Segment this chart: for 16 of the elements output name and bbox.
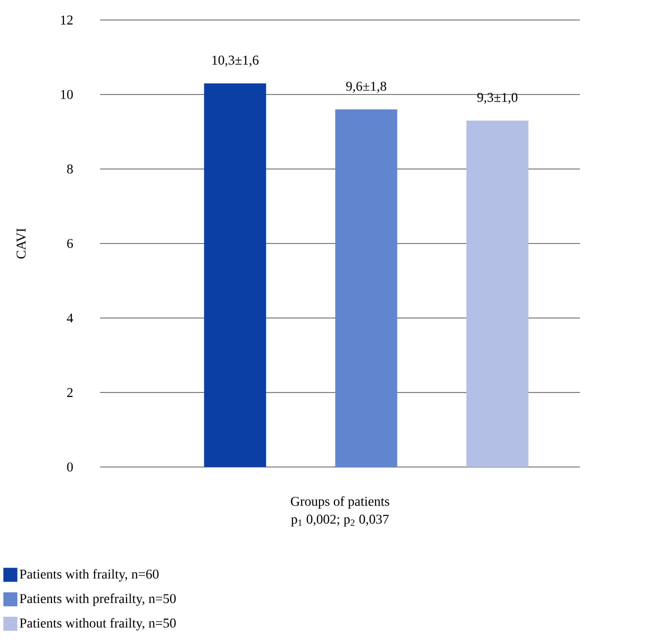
y-tick-label: 4 <box>66 314 74 322</box>
y-axis-title: CAVI <box>16 228 26 259</box>
legend-label: Patients without frailty, n=50 <box>20 618 176 630</box>
y-tick-label: 0 <box>67 462 73 472</box>
y-tick-label: 6 <box>67 238 73 248</box>
data-label: 9,6±1,8 <box>346 82 386 93</box>
text: p$_{1}$ 0,002; p$_{2}$ 0,037 <box>291 514 389 526</box>
y-tick-label: 10 <box>61 90 73 100</box>
legend-label: Patients with frailty, n=60 <box>20 569 159 582</box>
data-label: 10,3±1,6 <box>212 56 259 67</box>
y-tick-label: 2 <box>67 388 73 397</box>
data-label: 9,3±1,0 <box>477 92 518 104</box>
y-tick-label: 8 <box>67 164 73 174</box>
legend-label: Patients with prefrailty, n=50 <box>20 594 176 606</box>
y-tick-label: 12 <box>61 16 73 24</box>
x-axis-title: Groups of patients <box>290 496 390 509</box>
